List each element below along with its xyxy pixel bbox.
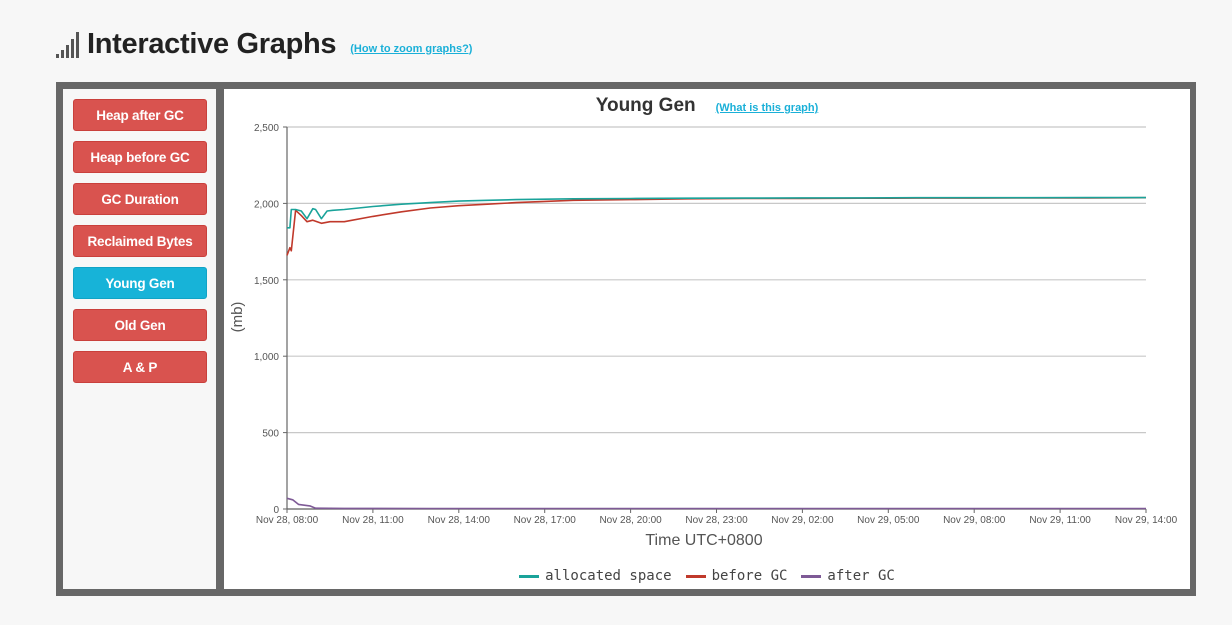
- graph-frame: Heap after GC Heap before GC GC Duration…: [56, 82, 1196, 596]
- legend-label: allocated space: [545, 568, 672, 584]
- y-axis-label: (mb): [229, 302, 246, 333]
- bar-chart-icon: [56, 31, 79, 58]
- x-tick-label: Nov 29, 08:00: [943, 515, 1006, 526]
- chart-title-row: Young Gen (What is this graph): [224, 95, 1190, 117]
- legend-item-after-gc[interactable]: after GC: [801, 568, 895, 584]
- x-tick-label: Nov 28, 23:00: [685, 515, 748, 526]
- legend-item-allocated-space[interactable]: allocated space: [519, 568, 672, 584]
- x-tick-label: Nov 28, 08:00: [256, 515, 319, 526]
- zoom-help-link[interactable]: (How to zoom graphs?): [350, 42, 473, 55]
- legend-item-before-gc[interactable]: before GC: [685, 568, 788, 584]
- x-tick-label: Nov 29, 11:00: [1029, 515, 1091, 526]
- legend-swatch: [801, 574, 822, 578]
- legend-label: after GC: [827, 568, 895, 584]
- x-axis-label: Time UTC+0800: [645, 532, 762, 549]
- menu-gc-duration-button[interactable]: GC Duration: [73, 183, 207, 215]
- series-line-allocated-space[interactable]: [287, 196, 1146, 229]
- young-gen-chart[interactable]: 0 500 1,000 1,500 2,000 2,500 Nov 28, 08:00 Nov…: [224, 89, 1190, 589]
- graph-help-link[interactable]: (What is this graph): [715, 102, 819, 114]
- y-tick-label: 2,000: [254, 199, 279, 210]
- y-tick-label: 500: [262, 429, 279, 440]
- menu-young-gen-button[interactable]: Young Gen: [73, 267, 207, 299]
- x-tick-label: Nov 29, 14:00: [1115, 515, 1178, 526]
- x-tick-label: Nov 28, 17:00: [514, 515, 577, 526]
- y-tick-label: 1,500: [254, 276, 279, 287]
- series-line-before-gc[interactable]: [286, 196, 1147, 256]
- legend-swatch: [685, 574, 706, 578]
- menu-old-gen-button[interactable]: Old Gen: [73, 309, 207, 341]
- legend-label: before GC: [711, 568, 788, 584]
- page-title: Interactive Graphs: [87, 28, 337, 60]
- chart-title: Young Gen: [595, 95, 696, 116]
- menu-a-and-p-button[interactable]: A & P: [73, 351, 207, 383]
- x-tick-label: Nov 28, 14:00: [428, 515, 491, 526]
- menu-heap-before-gc-button[interactable]: Heap before GC: [73, 141, 207, 173]
- menu-heap-after-gc-button[interactable]: Heap after GC: [73, 99, 207, 131]
- graph-menu: Heap after GC Heap before GC GC Duration…: [63, 89, 216, 589]
- x-tick-label: Nov 28, 20:00: [599, 515, 662, 526]
- x-tick-label: Nov 29, 05:00: [857, 515, 920, 526]
- y-tick-label: 1,000: [254, 352, 279, 363]
- chart-legend: allocated space before GC after GC: [224, 568, 1190, 584]
- chart-panel: Young Gen (What is this graph) 0 500 1,000…: [224, 89, 1190, 589]
- series-line-after-gc[interactable]: [286, 497, 1146, 510]
- x-tick-label: Nov 29, 02:00: [771, 515, 834, 526]
- x-tick-label: Nov 28, 11:00: [342, 515, 404, 526]
- y-tick-label: 0: [273, 505, 279, 516]
- legend-swatch: [519, 574, 540, 578]
- menu-reclaimed-bytes-button[interactable]: Reclaimed Bytes: [73, 225, 207, 257]
- y-tick-label: 2,500: [254, 123, 279, 134]
- page-header: Interactive Graphs (How to zoom graphs?): [56, 28, 472, 61]
